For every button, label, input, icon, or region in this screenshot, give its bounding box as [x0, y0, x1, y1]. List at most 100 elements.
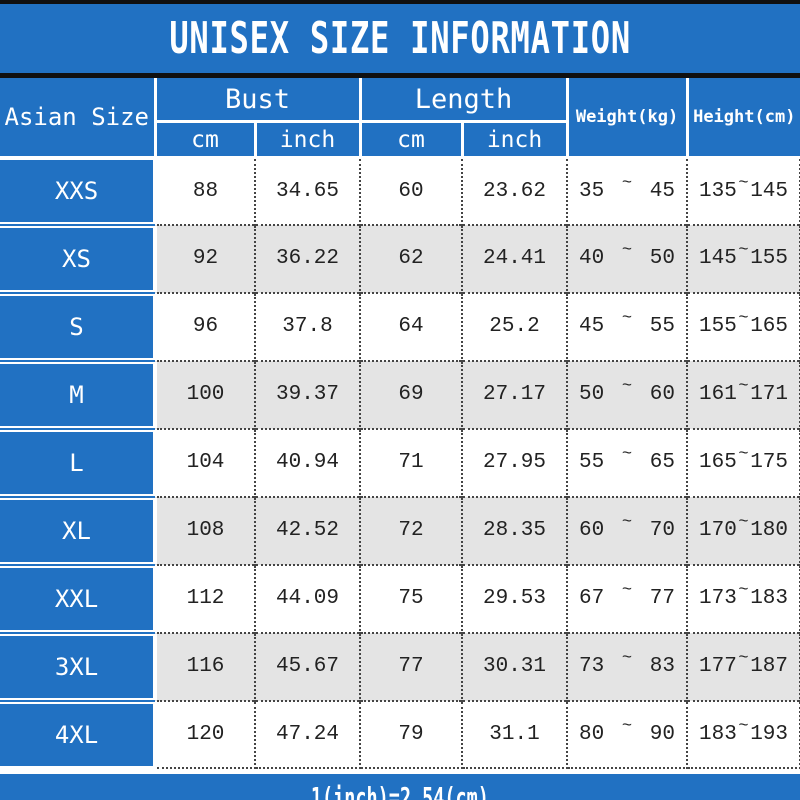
- col-header-weight: Weight(kg): [565, 78, 689, 159]
- tilde-separator: ~: [738, 309, 749, 328]
- range-min: 80: [579, 722, 605, 746]
- range-min: 60: [579, 519, 605, 542]
- cell-weight-range: 80 ~90: [567, 699, 689, 769]
- cell-height-range: 135 ~145: [687, 156, 800, 225]
- cell-bust-cm: 120: [155, 699, 256, 769]
- range-values: 165 ~175: [688, 445, 799, 474]
- range-values: 40 ~50: [568, 241, 686, 270]
- cell-length-cm: 62: [360, 223, 463, 293]
- range-max: 183: [750, 587, 788, 610]
- range-max: 187: [750, 655, 788, 678]
- tilde-separator: ~: [738, 716, 749, 736]
- cell-length-inch: 29.53: [462, 563, 569, 633]
- range-min: 35: [579, 179, 605, 203]
- range-max: 77: [649, 587, 675, 610]
- range-min: 135: [699, 179, 737, 203]
- table-row: S 96 37.8 64 25.2 45 ~55 155 ~165: [0, 289, 800, 361]
- range-min: 45: [579, 315, 605, 338]
- range-min: 73: [579, 655, 605, 678]
- tilde-separator: ~: [621, 581, 633, 600]
- col-header-height: Height(cm): [685, 78, 800, 159]
- cell-length-cm: 75: [360, 563, 463, 633]
- table-row: M 100 39.37 69 27.17 50 ~60 161 ~171: [0, 357, 800, 429]
- cell-weight-range: 73 ~83: [567, 631, 689, 701]
- cell-length-cm: 77: [360, 631, 463, 701]
- col-header-asian-size: Asian Size: [0, 78, 157, 159]
- cell-length-cm: 79: [360, 699, 463, 769]
- range-min: 155: [699, 315, 737, 338]
- tilde-separator: ~: [621, 309, 633, 328]
- tilde-separator: ~: [738, 513, 749, 532]
- cell-length-cm: 71: [360, 427, 463, 497]
- size-label: 3XL: [0, 629, 157, 701]
- cell-weight-range: 35 ~45: [567, 156, 689, 225]
- tilde-separator: ~: [621, 241, 633, 260]
- range-values: 170 ~180: [688, 513, 799, 542]
- range-max: 83: [649, 655, 675, 678]
- size-table: Asian Size Bust Length Weight(kg) Height…: [0, 78, 800, 770]
- range-min: 50: [579, 383, 605, 406]
- cell-bust-inch: 34.65: [255, 156, 361, 225]
- table-row: XXL 112 44.09 75 29.53 67 ~77 173 ~183: [0, 561, 800, 633]
- tilde-separator: ~: [738, 445, 749, 464]
- cell-length-inch: 31.1: [462, 699, 569, 769]
- top-black-bar: [0, 0, 800, 4]
- page-title: UNISEX SIZE INFORMATION: [169, 13, 631, 64]
- range-min: 55: [579, 451, 605, 474]
- tilde-separator: ~: [738, 377, 749, 396]
- range-values: 145 ~155: [688, 241, 799, 270]
- cell-length-inch: 30.31: [462, 631, 569, 701]
- range-min: 145: [699, 247, 737, 270]
- size-label: S: [0, 289, 157, 361]
- range-values: 67 ~77: [568, 581, 686, 610]
- range-max: 171: [750, 383, 788, 406]
- table-row: XS 92 36.22 62 24.41 40 ~50 145 ~155: [0, 221, 800, 293]
- cell-weight-range: 55 ~65: [567, 427, 689, 497]
- cell-length-inch: 23.62: [462, 156, 569, 225]
- table-row: 3XL 116 45.67 77 30.31 73 ~83 177 ~187: [0, 629, 800, 701]
- cell-bust-cm: 100: [155, 359, 256, 429]
- cell-weight-range: 45 ~55: [567, 291, 689, 361]
- range-values: 183 ~193: [688, 717, 799, 746]
- cell-bust-inch: 39.37: [255, 359, 361, 429]
- cell-bust-cm: 116: [155, 631, 256, 701]
- cell-bust-inch: 47.24: [255, 699, 361, 769]
- range-max: 60: [649, 383, 675, 406]
- cell-bust-cm: 92: [155, 223, 256, 293]
- tilde-separator: ~: [738, 649, 749, 668]
- cell-bust-cm: 104: [155, 427, 256, 497]
- cell-weight-range: 67 ~77: [567, 563, 689, 633]
- range-max: 180: [750, 519, 788, 542]
- table-row: XL 108 42.52 72 28.35 60 ~70 170 ~180: [0, 493, 800, 565]
- range-max: 145: [750, 179, 788, 203]
- subheader-length-cm: cm: [358, 121, 464, 159]
- range-min: 173: [699, 587, 737, 610]
- cell-bust-inch: 36.22: [255, 223, 361, 293]
- cell-length-cm: 69: [360, 359, 463, 429]
- range-values: 60 ~70: [568, 513, 686, 542]
- range-max: 90: [649, 722, 675, 746]
- range-max: 55: [649, 315, 675, 338]
- range-max: 155: [750, 247, 788, 270]
- size-label: XXS: [0, 155, 157, 225]
- range-max: 45: [649, 179, 675, 203]
- cell-length-cm: 60: [360, 156, 463, 225]
- range-min: 165: [699, 451, 737, 474]
- cell-bust-cm: 96: [155, 291, 256, 361]
- range-values: 173 ~183: [688, 581, 799, 610]
- cell-height-range: 165 ~175: [687, 427, 800, 497]
- cell-length-inch: 25.2: [462, 291, 569, 361]
- cell-height-range: 183 ~193: [687, 699, 800, 769]
- size-label: XL: [0, 493, 157, 565]
- tilde-separator: ~: [621, 445, 633, 464]
- cell-length-cm: 64: [360, 291, 463, 361]
- range-values: 177 ~187: [688, 649, 799, 678]
- cell-weight-range: 50 ~60: [567, 359, 689, 429]
- range-min: 177: [699, 655, 737, 678]
- cell-bust-cm: 112: [155, 563, 256, 633]
- range-min: 67: [579, 587, 605, 610]
- size-label: M: [0, 357, 157, 429]
- tilde-separator: ~: [738, 173, 749, 193]
- cell-bust-cm: 88: [155, 156, 256, 225]
